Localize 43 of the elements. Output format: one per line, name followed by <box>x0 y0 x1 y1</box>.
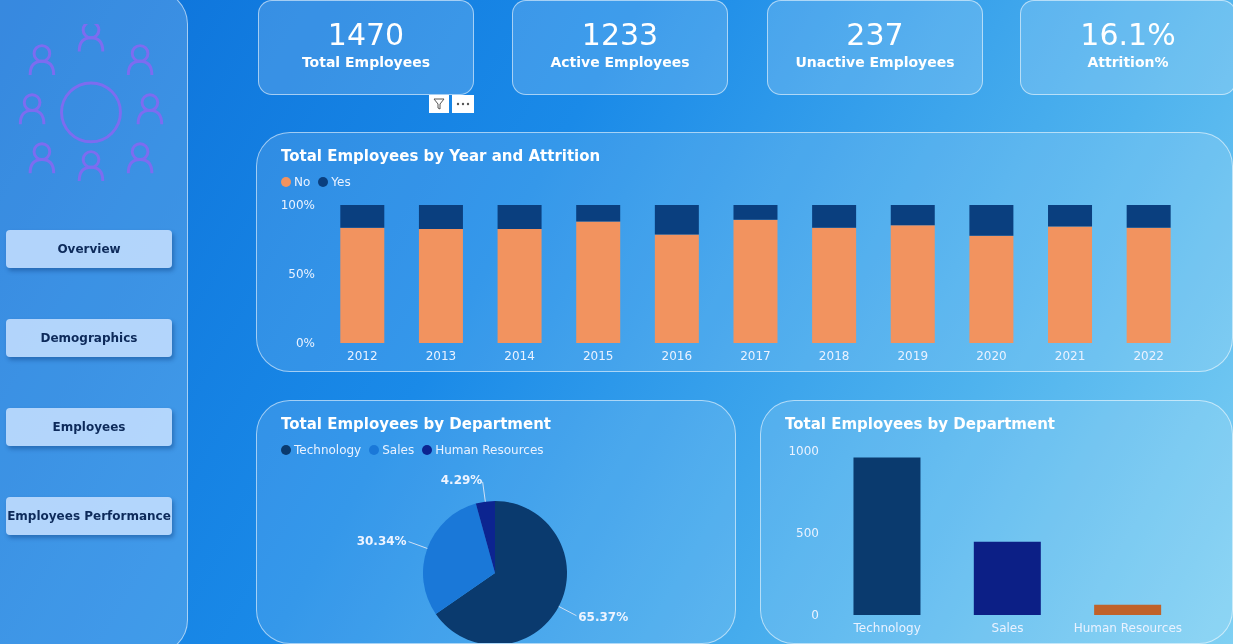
legend-label: No <box>293 175 311 189</box>
x-tick-label: 2015 <box>582 348 614 363</box>
category-label: Total Employees <box>300 54 432 70</box>
y-tick-label: 100% <box>280 198 315 213</box>
y-tick-label: 0 <box>811 608 819 623</box>
data-label: 4.29% <box>440 472 483 487</box>
x-tick-label: 2014 <box>504 348 535 363</box>
x-tick-label: 2021 <box>1054 348 1086 363</box>
chart-title: Total Employees by Department <box>281 415 551 433</box>
category-label: Unactive Employees <box>794 54 956 70</box>
data-label: 1233 <box>580 17 660 52</box>
text: Employees <box>6 408 172 446</box>
y-tick-label: 0% <box>295 336 315 351</box>
x-tick-label: 2012 <box>347 348 378 363</box>
x-tick-label: 2016 <box>661 348 693 363</box>
data-label: 65.37% <box>578 609 629 624</box>
x-tick-label: 2022 <box>1133 348 1164 363</box>
x-tick-label: 2013 <box>425 348 457 363</box>
y-tick-label: 50% <box>288 267 315 282</box>
legend-label: Yes <box>330 175 351 189</box>
x-tick-label: 2017 <box>740 348 771 363</box>
text: Demographics <box>6 319 172 357</box>
x-tick-label: Human Resources <box>1073 620 1183 635</box>
legend-label: Technology <box>293 443 362 457</box>
chart-title: Total Employees by Year and Attrition <box>281 147 601 165</box>
x-tick-label: Technology <box>852 620 921 635</box>
category-label: Active Employees <box>549 54 691 70</box>
x-tick-label: 2019 <box>897 348 929 363</box>
legend-label: Sales <box>381 443 415 457</box>
x-tick-label: 2018 <box>818 348 850 363</box>
y-tick-label: 1000 <box>788 444 819 459</box>
x-tick-label: Sales <box>991 620 1024 635</box>
y-tick-label: 500 <box>796 526 819 541</box>
chart-title: Total Employees by Department <box>785 415 1055 433</box>
category-label: Attrition% <box>1086 54 1170 70</box>
data-label: 237 <box>845 17 905 52</box>
x-tick-label: 2020 <box>976 348 1007 363</box>
text: Employees Performance <box>6 497 172 535</box>
legend-label: Human Resources <box>434 443 544 457</box>
data-label: 16.1% <box>1079 17 1177 52</box>
data-label: 30.34% <box>356 533 407 548</box>
data-label: 1470 <box>326 17 406 52</box>
text: Overview <box>6 230 172 268</box>
